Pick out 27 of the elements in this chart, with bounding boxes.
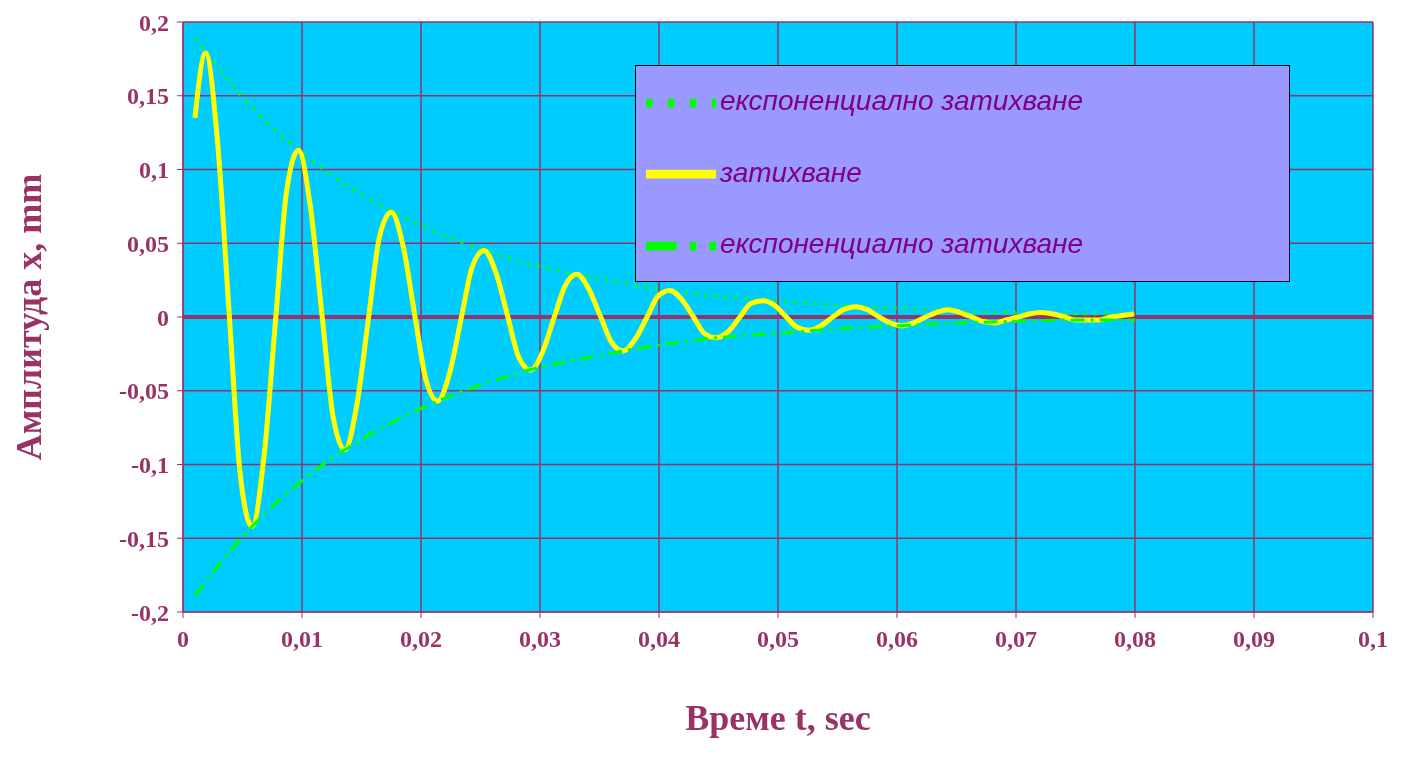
- legend-label: затихване: [720, 156, 862, 188]
- y-tick-label: 0,15: [127, 83, 169, 110]
- y-tick-label: 0,1: [139, 157, 169, 184]
- x-tick-label: 0,03: [519, 626, 561, 653]
- x-tick-label: 0,01: [281, 626, 323, 653]
- x-tick-label: 0,04: [638, 626, 680, 653]
- x-tick-label: 0,07: [995, 626, 1037, 653]
- x-tick-label: 0,06: [876, 626, 918, 653]
- legend-label: експоненциално затихване: [720, 228, 1083, 260]
- y-tick-label: 0,2: [139, 9, 169, 36]
- y-axis-title: Амплитуда x, mm: [8, 173, 49, 461]
- x-tick-label: 0: [177, 626, 189, 653]
- line-series: [193, 318, 1137, 598]
- y-tick-label: -0,2: [131, 599, 169, 626]
- y-tick-label: -0,1: [131, 452, 169, 479]
- x-axis-title: Време t, sec: [685, 698, 871, 738]
- y-tick-label: 0: [157, 304, 169, 331]
- x-tick-label: 0,08: [1114, 626, 1156, 653]
- line-series: [193, 36, 1137, 316]
- legend-label: експоненциално затихване: [720, 85, 1083, 116]
- y-tick-label: -0,15: [119, 525, 169, 552]
- y-tick-label: -0,05: [119, 378, 169, 405]
- x-tick-label: 0,1: [1358, 626, 1388, 653]
- x-tick-label: 0,05: [757, 626, 799, 653]
- x-tick-label: 0,02: [400, 626, 442, 653]
- y-tick-label: 0,05: [127, 230, 169, 257]
- x-tick-label: 0,09: [1233, 626, 1275, 653]
